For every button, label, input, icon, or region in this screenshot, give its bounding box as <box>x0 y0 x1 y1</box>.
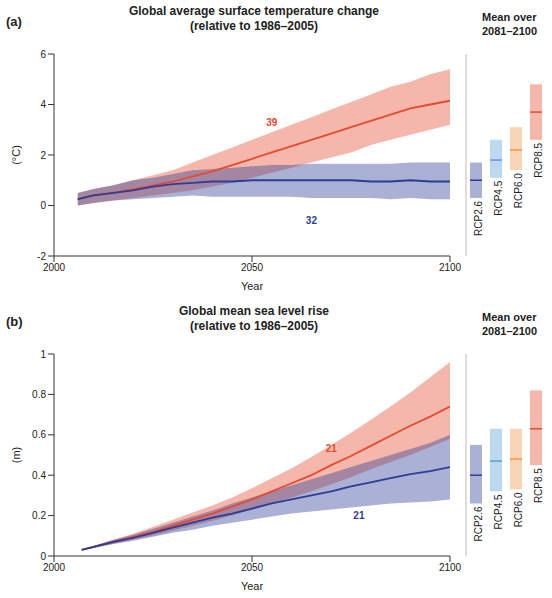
svg-text:6: 6 <box>40 49 46 60</box>
html-text:(a): (a) <box>6 14 22 29</box>
svg-text:39: 39 <box>266 117 278 128</box>
svg-text:RCP8.5: RCP8.5 <box>534 142 545 177</box>
svg-text:0: 0 <box>40 551 46 562</box>
svg-text:2050: 2050 <box>241 562 264 573</box>
svg-text:21: 21 <box>326 443 338 454</box>
svg-text:0.6: 0.6 <box>32 429 46 440</box>
svg-text:2000: 2000 <box>43 262 66 273</box>
html-text:(b): (b) <box>6 314 23 329</box>
svg-text:-2: -2 <box>37 251 46 262</box>
svg-text:RCP4.5: RCP4.5 <box>494 494 505 529</box>
svg-text:(m): (m) <box>10 447 22 464</box>
svg-text:0.8: 0.8 <box>32 389 46 400</box>
html-text:(relative to 1986–2005): (relative to 1986–2005) <box>190 319 318 333</box>
svg-text:1: 1 <box>40 349 46 360</box>
svg-text:RCP6.0: RCP6.0 <box>514 173 525 208</box>
svg-text:Year: Year <box>241 580 264 592</box>
svg-text:2050: 2050 <box>241 262 264 273</box>
svg-text:0.2: 0.2 <box>32 510 46 521</box>
svg-text:Year: Year <box>241 280 264 292</box>
svg-text:RCP2.6: RCP2.6 <box>474 506 485 541</box>
svg-text:2100: 2100 <box>439 262 462 273</box>
svg-text:21: 21 <box>353 510 365 521</box>
svg-text:2100: 2100 <box>439 562 462 573</box>
svg-text:4: 4 <box>40 99 46 110</box>
svg-text:2: 2 <box>40 150 46 161</box>
html-text:Global mean sea level rise: Global mean sea level rise <box>179 304 329 318</box>
html-text:Mean over 2081–2100: Mean over 2081–2100 <box>482 311 538 337</box>
svg-text:32: 32 <box>306 215 318 226</box>
html-text:Global average surface tempera: Global average surface temperature chang… <box>128 4 379 18</box>
svg-text:2000: 2000 <box>43 562 66 573</box>
svg-text:RCP8.5: RCP8.5 <box>534 468 545 503</box>
svg-text:0: 0 <box>40 200 46 211</box>
html-text:Mean over 2081–2100: Mean over 2081–2100 <box>482 11 538 37</box>
svg-text:RCP4.5: RCP4.5 <box>494 180 505 215</box>
html-text:(relative to 1986–2005): (relative to 1986–2005) <box>190 19 318 33</box>
svg-text:RCP6.0: RCP6.0 <box>514 492 525 527</box>
svg-text:(°C): (°C) <box>10 145 22 165</box>
svg-text:0.4: 0.4 <box>32 470 46 481</box>
svg-text:RCP2.6: RCP2.6 <box>474 200 485 235</box>
